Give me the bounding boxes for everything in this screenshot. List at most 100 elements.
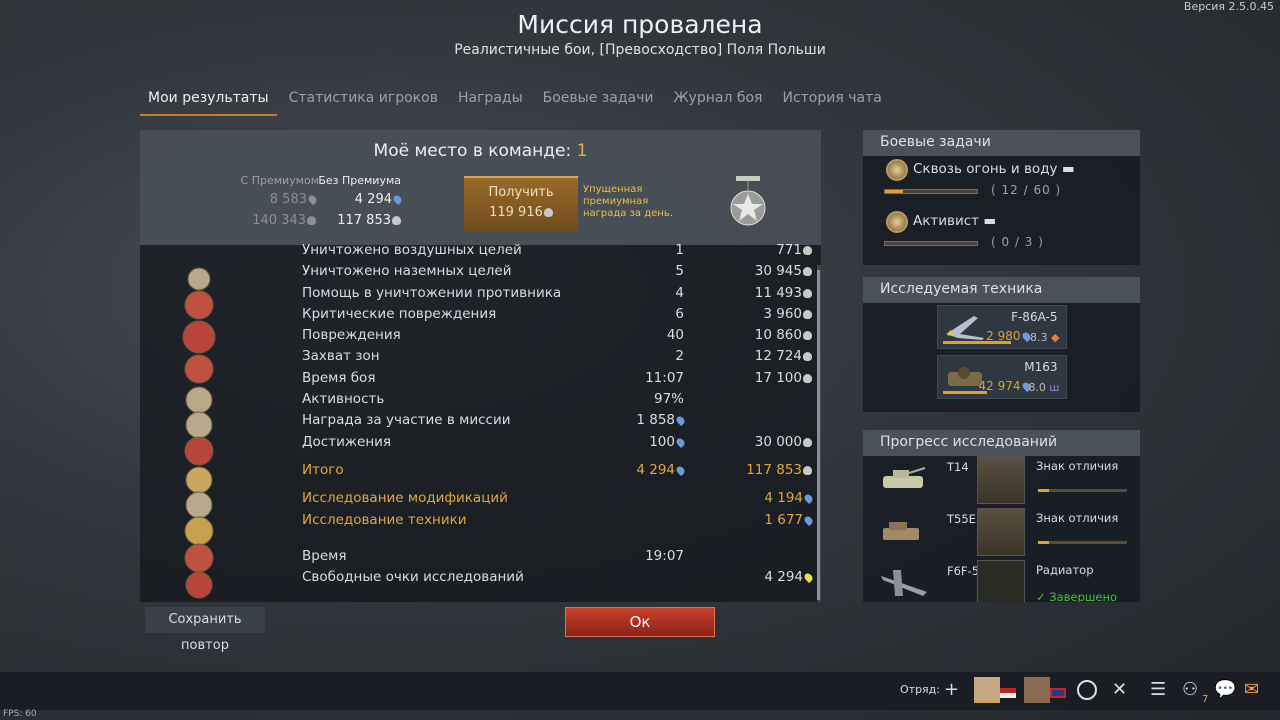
progress-item[interactable]: T55E1 Знак отличия	[863, 508, 1140, 560]
task-progress-count: ( 12 / 60 )	[991, 183, 1062, 197]
tab-awards[interactable]: Награды	[457, 90, 523, 106]
task-badge-icon	[886, 159, 908, 181]
page-title: Миссия провалена	[517, 10, 763, 39]
vehicle-card-f86[interactable]: F-86A-5 2 980 8.3 ◆	[936, 305, 1067, 349]
table-row: Итого 4 294 117 853	[302, 460, 822, 481]
task-progress-bar	[884, 241, 978, 246]
row-label: Исследование техники	[302, 511, 467, 528]
row-label: Время	[302, 547, 347, 564]
rp-icon	[674, 415, 687, 427]
tab-battle-tasks[interactable]: Боевые задачи	[542, 90, 654, 106]
mail-icon[interactable]: ✉	[1244, 679, 1260, 700]
get-premium-reward-button[interactable]: Получить 119 916	[464, 176, 578, 232]
team-place-value: 1	[576, 141, 588, 161]
squad-voice-icon[interactable]	[1077, 680, 1097, 700]
team-place: Моё место в команде: 1	[373, 141, 588, 161]
premium-sl: 140 343	[252, 213, 316, 228]
tab-battle-log[interactable]: Журнал боя	[673, 90, 763, 106]
research-progress-bar	[942, 341, 1011, 344]
tank-vehicle-icon	[947, 367, 982, 386]
row-label: Исследование модификаций	[302, 490, 508, 507]
row-count: 4 294	[636, 460, 687, 481]
save-replay-button[interactable]: Сохранить повтор	[145, 607, 265, 653]
results-table: Уничтожено воздушных целей 1 771 Уничтожено…	[302, 240, 822, 588]
rp-icon	[674, 464, 687, 477]
menu-list-icon[interactable]: ☰	[1150, 679, 1167, 700]
table-row: Время 19:07	[302, 546, 822, 567]
results-tabs: Мои результаты Статистика игроков Наград…	[140, 88, 894, 116]
no-premium-header: Без Премиума	[318, 174, 401, 187]
contacts-icon[interactable]: ⚇	[1182, 679, 1199, 700]
task-badge-icon	[886, 211, 908, 233]
results-scrollbar[interactable]	[817, 265, 821, 602]
progress-item[interactable]: T14 Знак отличия	[863, 456, 1140, 508]
row-label: Награда за участие в миссии	[302, 412, 511, 429]
table-row: Активность 97%	[302, 389, 822, 410]
row-count: 5	[675, 263, 684, 280]
star-medal-icon	[730, 176, 766, 226]
radiator-icon	[977, 560, 1025, 602]
summary-header: Моё место в команде: 1 С Премиумом 8 583…	[140, 130, 821, 245]
table-row: Награда за участие в миссии 1 858	[302, 410, 822, 431]
researched-title: Исследуемая техника	[863, 277, 1140, 303]
silver-lion-icon	[803, 465, 812, 475]
silver-lion-icon	[803, 288, 812, 298]
row-label: Свободные очки исследований	[302, 569, 524, 586]
rp-icon	[391, 193, 404, 206]
row-label: Помощь в уничтожении противника	[302, 284, 562, 301]
table-row: Время боя 11:07 17 100	[302, 368, 822, 389]
tab-player-stats[interactable]: Статистика игроков	[288, 90, 438, 106]
silver-lion-icon	[392, 216, 401, 225]
row-value: 12 724	[755, 346, 812, 367]
row-value: 10 860	[755, 325, 812, 346]
usa-flag-icon	[1000, 688, 1016, 698]
aircraft-icon	[881, 570, 927, 596]
row-value: 30 945	[755, 261, 812, 282]
row-label: Достижения	[302, 433, 392, 450]
medals-column	[175, 265, 223, 600]
progress-item[interactable]: F6F-5 Радиатор ✓ Завершено	[863, 560, 1140, 602]
silver-lion-icon	[803, 246, 812, 255]
tank-icon: ▬	[1061, 161, 1075, 177]
row-label: Итого	[302, 461, 344, 478]
task-item[interactable]: Активист ▬ ( 0 / 3 )	[863, 208, 1140, 260]
row-count: 100	[649, 432, 687, 453]
spaa-vehicle-icon	[883, 522, 919, 540]
table-row: Уничтожено наземных целей 5 30 945	[302, 261, 822, 282]
get-amount: 119 916	[464, 205, 578, 220]
version-label: Версия 2.5.0.45	[1183, 0, 1274, 13]
chat-icon[interactable]: 💬	[1214, 679, 1237, 700]
medal-stack-icon	[182, 267, 216, 599]
row-count: 1 858	[636, 410, 687, 431]
row-count: 11:07	[645, 369, 684, 386]
silver-lion-icon	[803, 331, 812, 341]
squad-label: Отряд:	[900, 683, 940, 696]
task-progress-bar	[884, 189, 978, 194]
premium-header: С Премиумом	[240, 174, 319, 187]
research-progress-bar	[942, 391, 987, 394]
leave-squad-icon[interactable]: ✕	[1112, 679, 1128, 700]
table-row: Повреждения 40 10 860	[302, 325, 822, 346]
battle-tasks-panel: Боевые задачи Сквозь огонь и воду ▬ ( 12…	[863, 130, 1140, 265]
row-label: Время боя	[302, 369, 376, 386]
mod-progress-bar	[1038, 489, 1127, 492]
silver-lion-icon	[803, 267, 812, 277]
row-value: 4 194	[764, 488, 815, 509]
rp-icon	[306, 193, 319, 206]
player-avatar[interactable]	[974, 677, 1000, 703]
task-item[interactable]: Сквозь огонь и воду ▬ ( 12 / 60 )	[863, 156, 1140, 208]
vehicle-card-m163[interactable]: M163 42 974 8.0 ш	[936, 355, 1067, 399]
tab-my-results[interactable]: Мои результаты	[140, 88, 277, 116]
row-value: 117 853	[746, 460, 812, 481]
row-value: 771	[776, 240, 812, 261]
table-row: Захват зон 2 12 724	[302, 346, 822, 367]
silver-lion-icon	[307, 216, 316, 225]
squadmate-avatar[interactable]	[1024, 677, 1050, 703]
add-squad-member-icon[interactable]: +	[944, 679, 960, 700]
row-label: Захват зон	[302, 348, 380, 365]
row-label: Уничтожено воздушных целей	[302, 242, 522, 258]
ok-button[interactable]: Ок	[565, 607, 715, 637]
tab-chat-history[interactable]: История чата	[782, 90, 882, 106]
row-value: 1 677	[764, 510, 815, 531]
mod-progress-bar	[1038, 541, 1127, 544]
